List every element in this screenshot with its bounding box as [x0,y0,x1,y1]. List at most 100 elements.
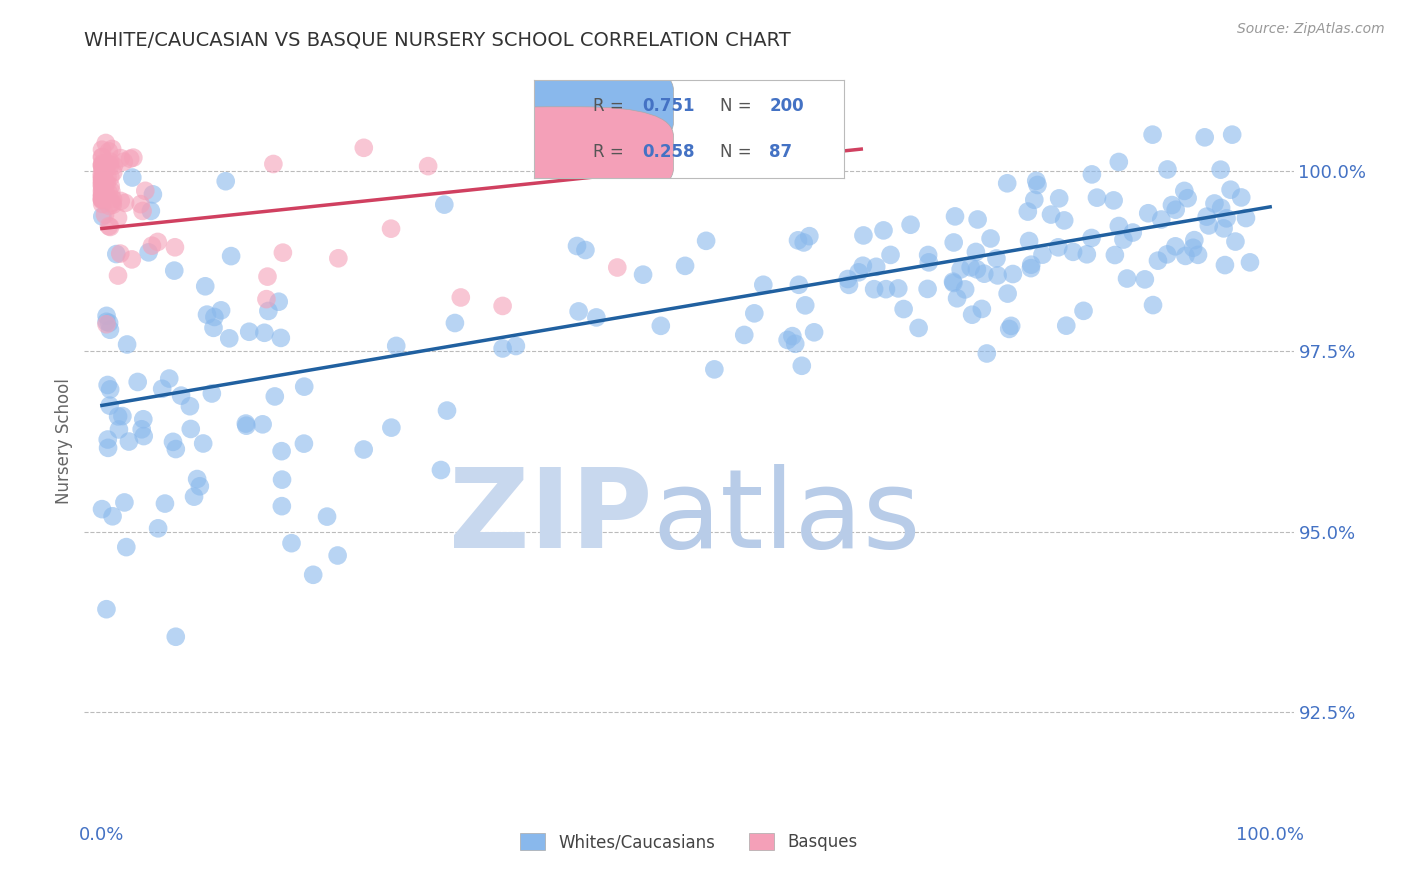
Point [1198,219,1220,233]
Point [1025,174,1047,188]
Point [270,331,292,345]
Text: R =: R = [593,143,628,161]
Point [91,181,114,195]
Point [900,218,922,232]
Point [1156,162,1178,177]
Point [1031,247,1053,261]
Point [98,399,121,413]
Point [195,308,218,322]
Point [129,197,152,211]
Point [101,509,124,524]
Point [742,306,765,320]
Point [491,342,513,356]
Point [1147,253,1170,268]
Text: ZIP: ZIP [450,464,652,571]
Point [93,179,115,194]
Point [1213,258,1236,272]
Point [1116,271,1139,285]
Point [1150,212,1173,227]
Point [97,145,120,159]
Point [97,219,120,234]
Point [1019,261,1042,276]
Point [848,265,870,279]
Point [416,159,439,173]
Point [949,262,972,277]
Point [94,208,117,222]
Point [1085,191,1108,205]
Point [163,240,186,254]
Point [976,346,998,360]
Point [1174,249,1197,263]
Point [271,473,294,487]
Point [942,235,965,250]
Point [436,403,458,417]
Point [97,433,120,447]
Point [852,259,875,273]
Point [505,339,527,353]
Point [100,179,122,194]
Point [186,472,208,486]
Point [1040,208,1063,222]
Point [865,260,887,274]
Point [183,490,205,504]
Point [1173,184,1195,198]
Point [146,521,169,535]
Point [385,339,408,353]
Point [695,234,717,248]
Point [450,290,472,304]
Point [91,179,114,194]
Point [215,174,238,188]
Point [108,422,131,436]
Point [1053,213,1076,227]
Point [115,337,138,351]
Point [194,279,217,293]
Point [131,422,153,436]
Point [98,219,121,234]
Point [271,245,294,260]
Point [114,195,136,210]
Point [134,184,156,198]
Point [752,277,775,292]
Point [302,567,325,582]
Point [1024,193,1046,207]
Point [91,189,114,203]
Point [97,441,120,455]
Point [733,328,755,343]
Point [316,509,339,524]
Point [98,383,121,397]
Point [90,169,112,184]
Point [1102,194,1125,208]
Y-axis label: Nursery School: Nursery School [55,378,73,505]
Point [97,378,120,392]
Point [110,194,132,208]
Point [91,173,114,187]
Point [202,321,225,335]
Point [127,375,149,389]
Point [91,176,114,190]
Point [960,308,983,322]
Point [538,134,561,148]
Point [105,247,128,261]
Point [673,259,696,273]
Text: N =: N = [720,97,756,115]
Point [91,158,114,172]
Point [326,549,349,563]
Point [90,188,112,202]
Point [1018,234,1040,248]
Point [292,379,315,393]
Legend: Whites/Caucasians, Basques: Whites/Caucasians, Basques [513,826,865,858]
Point [987,268,1010,283]
Point [1054,318,1077,333]
Point [131,204,153,219]
Point [1081,168,1104,182]
Point [650,318,672,333]
Point [787,277,810,292]
Point [93,183,115,197]
Point [1194,130,1216,145]
Point [165,442,187,456]
Point [270,499,292,513]
Point [917,282,939,296]
Point [219,249,242,263]
Point [353,442,375,457]
Point [568,304,591,318]
